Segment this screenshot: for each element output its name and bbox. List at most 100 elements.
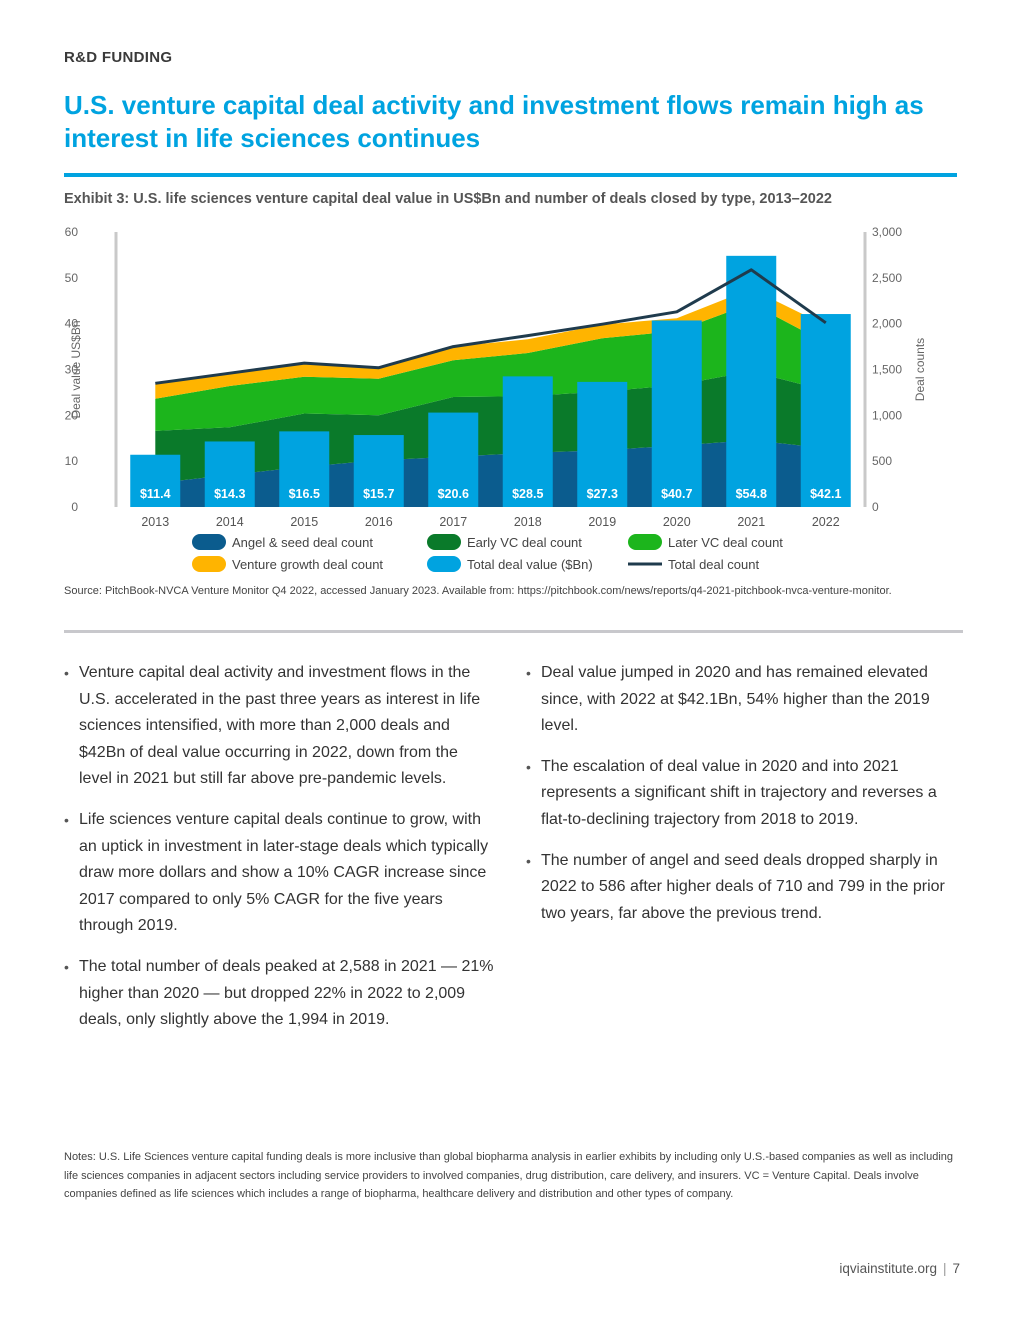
bar-value-label: $40.7 xyxy=(661,487,692,501)
bullet-text: Venture capital deal activity and invest… xyxy=(79,664,481,788)
exhibit-title: Exhibit 3: U.S. life sciences venture ca… xyxy=(64,191,832,207)
value-bars: $11.4 $14.3 $16.5 $15.7 $20.6 $28.5 $27.3 $40.7… xyxy=(130,255,851,507)
bullet-text: Deal value jumped in 2020 and has remain… xyxy=(541,664,930,735)
footer-separator: | xyxy=(942,1261,947,1276)
section-label: R&D FUNDING xyxy=(64,49,173,66)
x-tick-label: 2013 xyxy=(141,515,169,529)
right-tick-label: 500 xyxy=(872,454,892,468)
bullet-dot: • xyxy=(526,852,531,869)
bar-value-label: $54.8 xyxy=(736,487,767,501)
venture-growth-area xyxy=(155,288,826,399)
x-tick-label: 2015 xyxy=(290,515,318,529)
bullet-text: The total number of deals peaked at 2,58… xyxy=(79,957,494,1029)
stacked-areas xyxy=(155,288,826,507)
x-tick-label: 2018 xyxy=(514,515,542,529)
notes: Notes: U.S. Life Sciences venture capita… xyxy=(64,1151,954,1200)
bullet-item: • Deal value jumped in 2020 and has remai… xyxy=(526,660,956,740)
value-bar xyxy=(651,320,702,507)
left-tick-label: 10 xyxy=(65,454,79,468)
value-bar xyxy=(577,381,628,507)
value-bar xyxy=(204,441,255,507)
bar-value-label: $42.1 xyxy=(810,487,841,501)
legend-swatch xyxy=(192,534,226,550)
left-tick-label: 60 xyxy=(65,225,79,239)
x-tick-label: 2022 xyxy=(812,515,840,529)
x-tick-label: 2020 xyxy=(663,515,691,529)
right-axis: 0 500 1,000 1,500 2,000 2,500 3,000 Deal counts xyxy=(863,225,927,514)
left-tick-label: 20 xyxy=(65,408,79,422)
legend-item: Total deal count xyxy=(628,557,759,572)
page-number: 7 xyxy=(952,1261,960,1276)
section-divider xyxy=(64,630,963,633)
right-tick-label: 0 xyxy=(872,500,879,514)
x-tick-label: 2014 xyxy=(216,515,244,529)
legend-label: Total deal value ($Bn) xyxy=(467,557,593,572)
bar-value-label: $14.3 xyxy=(214,487,245,501)
bar-value-label: $11.4 xyxy=(140,487,171,501)
chart-legend: Angel & seed deal count Early VC deal cou… xyxy=(192,534,783,572)
total-count-line-path xyxy=(155,268,827,385)
x-tick-label: 2017 xyxy=(439,515,467,529)
right-tick-label: 3,000 xyxy=(872,225,902,239)
legend-label: Total deal count xyxy=(668,557,759,572)
bullet-item: • The number of angel and seed deals drop… xyxy=(526,848,956,928)
value-bar xyxy=(130,454,181,507)
legend-label: Venture growth deal count xyxy=(232,557,383,572)
legend-item: Venture growth deal count xyxy=(192,556,383,572)
right-tick-label: 2,500 xyxy=(872,271,902,285)
x-tick-label: 2016 xyxy=(365,515,393,529)
bullet-item: • The total number of deals peaked at 2,5… xyxy=(64,954,494,1034)
x-tick-label: 2019 xyxy=(588,515,616,529)
legend-swatch xyxy=(427,534,461,550)
legend-label: Later VC deal count xyxy=(668,535,783,550)
x-axis: 2013 2014 2015 2016 2017 2018 2019 2020 2021 2022 xyxy=(141,515,839,529)
value-bar xyxy=(502,376,553,507)
right-axis-title: Deal counts xyxy=(913,338,927,401)
bullet-text: The number of angel and seed deals dropp… xyxy=(541,851,945,922)
bar-value-label: $15.7 xyxy=(363,487,394,501)
headline-divider xyxy=(64,173,957,177)
value-bar xyxy=(428,412,479,507)
bullet-item: • Life sciences venture capital deals con… xyxy=(64,807,494,940)
page-footer: iqviainstitute.org | 7 xyxy=(839,1261,960,1276)
legend-swatch xyxy=(628,534,662,550)
deal-activity-chart: 0 10 20 30 40 50 60 Deal value US$Bn 0 500 1,000 1… xyxy=(65,225,927,572)
legend-label: Angel & seed deal count xyxy=(232,535,373,550)
legend-swatch xyxy=(427,556,461,572)
bar-value-label: $20.6 xyxy=(438,487,469,501)
bar-value-label: $27.3 xyxy=(587,487,618,501)
bullet-dot: • xyxy=(64,811,69,828)
left-tick-label: 0 xyxy=(71,500,78,514)
legend-item: Early VC deal count xyxy=(427,534,582,550)
bullet-item: • The escalation of deal value in 2020 an… xyxy=(526,754,956,834)
right-tick-label: 2,000 xyxy=(872,317,902,331)
left-tick-label: 40 xyxy=(65,317,79,331)
value-bar xyxy=(800,314,851,507)
value-bar xyxy=(353,435,404,507)
bar-value-label: $16.5 xyxy=(289,487,320,501)
bullet-text: Life sciences venture capital deals cont… xyxy=(79,810,489,935)
x-tick-label: 2021 xyxy=(737,515,765,529)
value-bar xyxy=(726,255,777,507)
legend-label: Early VC deal count xyxy=(467,535,582,550)
value-bar xyxy=(279,431,330,507)
footer-site: iqviainstitute.org xyxy=(839,1261,937,1276)
legend-item: Total deal value ($Bn) xyxy=(427,556,593,572)
legend-swatch xyxy=(192,556,226,572)
legend-item: Later VC deal count xyxy=(628,534,783,550)
left-tick-label: 50 xyxy=(65,271,79,285)
right-tick-label: 1,000 xyxy=(872,408,902,422)
bar-value-label: $28.5 xyxy=(512,487,543,501)
left-axis-title: Deal value US$Bn xyxy=(69,320,83,418)
page-headline: U.S. venture capital deal activity and i… xyxy=(64,90,924,153)
bullet-dot: • xyxy=(64,958,69,975)
bullets-right-column: • Deal value jumped in 2020 and has remai… xyxy=(526,660,956,941)
bullets-left-column: • Venture capital deal activity and inves… xyxy=(64,660,494,1048)
bullet-dot: • xyxy=(64,665,69,681)
left-tick-label: 30 xyxy=(65,363,79,377)
legend-item: Angel & seed deal count xyxy=(192,534,373,550)
chart-source: Source: PitchBook-NVCA Venture Monitor Q… xyxy=(64,585,892,597)
total-count-line xyxy=(155,268,827,385)
bullet-dot: • xyxy=(526,665,531,681)
bullet-item: • Venture capital deal activity and inves… xyxy=(64,660,494,793)
